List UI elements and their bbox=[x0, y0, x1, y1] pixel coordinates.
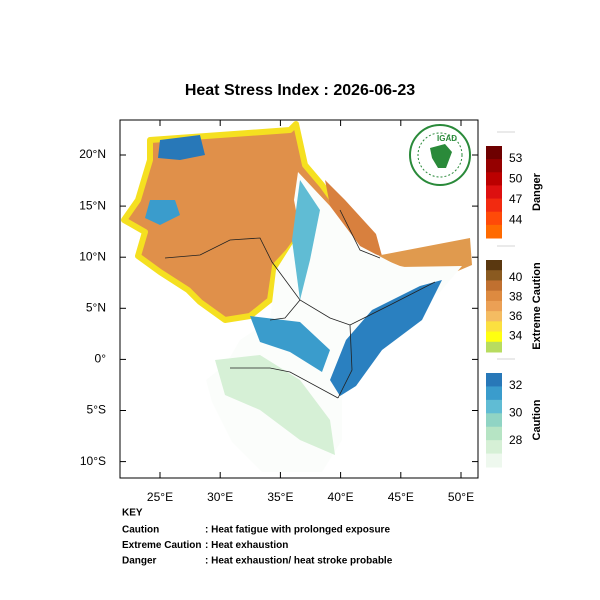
legend-tick-label: 30 bbox=[509, 406, 523, 420]
legend-swatch bbox=[486, 341, 502, 353]
lat-tick-label: 20°N bbox=[79, 147, 106, 161]
cool-patch bbox=[145, 200, 180, 225]
logo-map bbox=[430, 144, 452, 168]
cool-lake-region bbox=[250, 316, 330, 372]
border bbox=[164, 237, 351, 326]
legend-swatch bbox=[486, 331, 502, 343]
borders bbox=[164, 209, 436, 399]
cool-patch bbox=[158, 135, 205, 160]
legend-swatch bbox=[486, 311, 502, 322]
lon-tick-label: 50°E bbox=[448, 490, 474, 504]
key-heading: KEY bbox=[122, 508, 143, 519]
legend-swatch bbox=[486, 413, 502, 428]
logo: IGAD bbox=[409, 124, 471, 186]
legend-swatch bbox=[486, 172, 502, 186]
hot-coast bbox=[325, 180, 382, 256]
lat-tick-label: 10°N bbox=[79, 249, 106, 263]
lat-tick-label: 0° bbox=[95, 352, 107, 366]
legend-tick-label: 44 bbox=[509, 213, 523, 227]
legend-swatch bbox=[486, 426, 502, 441]
logo-text: IGAD bbox=[437, 134, 457, 143]
legend-swatch bbox=[486, 373, 502, 387]
mild-patch bbox=[215, 355, 335, 455]
border bbox=[230, 367, 339, 399]
legend-tick-label: 50 bbox=[509, 172, 523, 186]
key-label: Extreme Caution bbox=[122, 540, 201, 551]
lon-tick-label: 25°E bbox=[147, 490, 173, 504]
legend-title: Danger bbox=[531, 172, 543, 211]
legend-tick-label: 40 bbox=[509, 270, 523, 284]
lon-tick-label: 45°E bbox=[388, 490, 414, 504]
key-label: Danger bbox=[122, 556, 157, 567]
map bbox=[119, 119, 479, 479]
legend-swatch bbox=[486, 270, 502, 281]
border bbox=[339, 209, 381, 259]
legend-tick-label: 28 bbox=[509, 433, 523, 447]
legend-swatch bbox=[486, 198, 502, 213]
legend-swatch bbox=[486, 159, 502, 173]
border bbox=[349, 281, 436, 326]
key-text: : Heat exhaustion bbox=[205, 540, 288, 551]
legend-swatch bbox=[486, 386, 502, 401]
legend-tick-label: 32 bbox=[509, 378, 523, 392]
cool-rift bbox=[292, 180, 320, 300]
legend-tick-label: 36 bbox=[509, 309, 523, 323]
legend-tick-label: 53 bbox=[509, 151, 523, 165]
lat-tick-label: 5°S bbox=[87, 403, 106, 417]
map-title: Heat Stress Index : 2026-06-23 bbox=[185, 82, 415, 99]
legend-swatch bbox=[486, 224, 502, 239]
key-label: Caution bbox=[122, 525, 159, 536]
legend-swatch bbox=[486, 211, 502, 226]
legend-swatch bbox=[486, 440, 502, 455]
logo-inner bbox=[417, 132, 463, 178]
legend-swatch bbox=[486, 300, 502, 312]
lon-tick-label: 30°E bbox=[207, 490, 233, 504]
legend-tick-label: 34 bbox=[509, 329, 523, 343]
legend-swatch bbox=[486, 185, 502, 200]
lon-tick-label: 35°E bbox=[267, 490, 293, 504]
lat-tick-label: 5°N bbox=[86, 300, 106, 314]
legend-tick-label: 47 bbox=[509, 192, 523, 206]
legend-title: Extreme Caution bbox=[531, 262, 543, 350]
legend-title: Caution bbox=[531, 399, 543, 440]
legend-swatch bbox=[486, 260, 502, 271]
lat-tick-label: 15°N bbox=[79, 198, 106, 212]
key-text: : Heat fatigue with prolonged exposure bbox=[205, 525, 390, 536]
key-text: : Heat exhaustion/ heat stroke probable bbox=[205, 556, 393, 567]
legend-swatch bbox=[486, 290, 502, 302]
legend-swatch bbox=[486, 146, 502, 160]
lat-tick-label: 10°S bbox=[80, 454, 106, 468]
border bbox=[269, 299, 301, 321]
legend-swatch bbox=[486, 280, 502, 292]
hot-region bbox=[121, 121, 343, 323]
legend-swatch bbox=[486, 453, 502, 468]
border bbox=[337, 324, 353, 399]
legend-tick-label: 38 bbox=[509, 290, 523, 304]
legend-swatch bbox=[486, 321, 502, 333]
map-frame bbox=[119, 119, 479, 479]
cool-coast bbox=[330, 280, 442, 396]
legend-swatch bbox=[486, 399, 502, 414]
lon-tick-label: 40°E bbox=[328, 490, 354, 504]
